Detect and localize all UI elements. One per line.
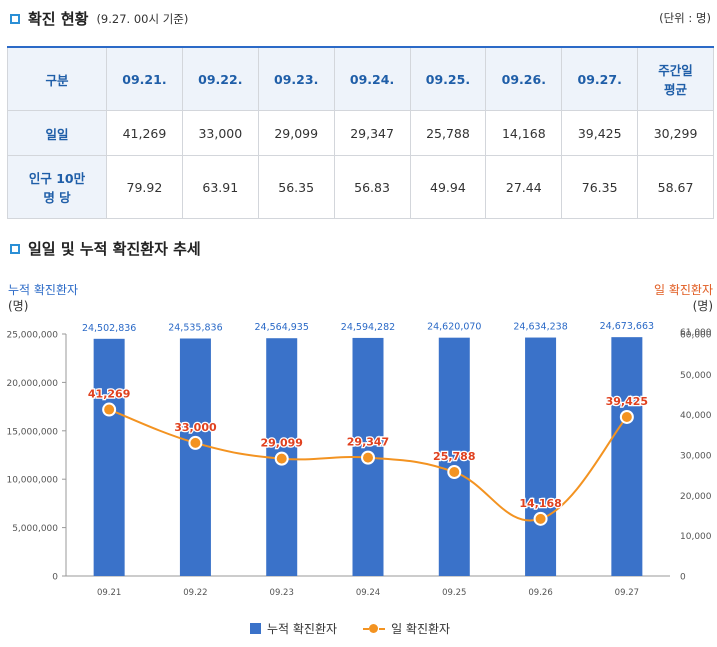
x-tick-label: 09.22 [183,588,207,598]
table-header-cell: 주간일 평균 [637,46,714,111]
square-bullet-icon [10,243,20,254]
left-axis-title: 누적 확진환자 (명) [8,282,78,314]
table-header-category: 구분 [7,46,107,111]
unit-label: (단위 : 명) [659,11,711,25]
table-row-label: 인구 10만 명 당 [7,155,107,219]
right-tick-label-top: 61,000 [680,328,712,338]
left-tick-label: 25,000,000 [6,331,58,341]
table-header-cell: 09.25. [409,46,487,111]
table-cell: 29,347 [333,110,411,156]
x-tick-label: 09.26 [528,588,552,598]
status-table: 구분 09.21. 09.22. 09.23. 09.24. 09.25. 09.26. 09… [7,46,714,219]
left-tick-label: 0 [52,573,58,583]
legend-item-cumulative: 누적 확진환자 [267,622,338,636]
table-header-cell: 09.26. [485,46,563,111]
trend-title: 일일 및 누적 확진환자 추세 [28,240,201,258]
legend-item-daily: 일 확진환자 [391,622,451,636]
status-title: 확진 현황 [28,10,89,28]
right-tick-label: 50,000 [680,371,712,381]
left-tick-label: 20,000,000 [6,379,58,389]
right-axis-label: 일 확진환자 [653,283,713,297]
line-point [447,464,462,479]
table-cell: 63.91 [181,155,259,219]
line-value-label: 14,168 [519,497,561,510]
status-section-title: 확진 현황 (9.27. 00시 기준) [10,8,188,29]
right-tick-label: 30,000 [680,452,712,462]
table-header-row: 구분 09.21. 09.22. 09.23. 09.24. 09.25. 09.26. 09… [7,46,714,111]
bar [611,337,643,576]
line-value-label: 29,099 [260,437,302,450]
table-header-cell: 09.24. [333,46,411,111]
table-cell: 79.92 [106,155,183,219]
table-row-per100k: 인구 10만 명 당 79.92 63.91 56.35 56.83 49.94 27.44… [7,155,714,219]
table-cell: 41,269 [106,110,183,156]
table-cell: 29,099 [257,110,335,156]
line-point [188,435,203,450]
line-value-label: 41,269 [88,388,130,401]
line-value-label: 33,000 [174,421,217,434]
line-value-label: 29,347 [347,436,389,449]
bar [93,338,125,576]
x-tick-label: 09.23 [270,588,294,598]
legend-bar-swatch [250,623,261,634]
right-tick-label: 20,000 [680,492,712,502]
table-cell: 33,000 [181,110,259,156]
table-cell: 30,299 [637,110,714,156]
bar-value-label: 24,634,238 [513,322,567,333]
bar-value-label: 24,620,070 [427,322,481,333]
right-axis-title: 일 확진환자 (명) [654,282,713,314]
trend-section-title: 일일 및 누적 확진환자 추세 [10,238,201,259]
x-tick-label: 09.21 [97,588,121,598]
right-tick-label: 10,000 [680,532,712,542]
bar-value-label: 24,535,836 [168,322,222,333]
table-cell: 27.44 [485,155,563,219]
right-tick-label: 40,000 [680,411,712,421]
left-tick-label: 5,000,000 [12,524,58,534]
x-tick-label: 09.24 [356,588,380,598]
table-cell: 49.94 [409,155,487,219]
table-header-cell: 09.23. [257,46,335,111]
bar [438,337,470,576]
x-tick-label: 09.25 [442,588,466,598]
line-point [533,511,548,526]
line-point [619,409,634,424]
bar-value-label: 24,673,663 [600,321,654,332]
right-axis-unit: (명) [692,299,713,313]
table-cell: 76.35 [561,155,639,219]
table-header-cell: 09.21. [106,46,183,111]
bar-value-label: 24,564,935 [255,322,309,333]
table-header-cell: 09.27. [561,46,639,111]
table-cell: 56.35 [257,155,335,219]
right-tick-label: 60,000 [680,331,712,341]
line-value-label: 25,788 [433,450,475,463]
bar [525,337,557,576]
table-cell: 58.67 [637,155,714,219]
right-tick-label: 0 [680,573,686,583]
left-tick-label: 15,000,000 [6,427,58,437]
line-point [274,451,289,466]
line-value-label: 39,425 [606,395,648,408]
left-axis-label: 누적 확진환자 [8,283,79,297]
table-cell: 39,425 [561,110,639,156]
table-row-label: 일일 [7,110,107,156]
line-point [102,402,117,417]
table-cell: 56.83 [333,155,411,219]
left-tick-label: 10,000,000 [6,476,58,486]
chart-legend: 누적 확진환자 일 확진환자 [250,620,450,637]
x-tick-label: 09.27 [615,588,639,598]
bar [179,338,211,576]
bar-value-label: 24,594,282 [341,322,395,333]
square-bullet-icon [10,13,20,24]
table-header-cell: 09.22. [181,46,259,111]
bar-value-label: 24,502,836 [82,323,136,334]
legend-line-swatch [363,623,386,634]
status-subtitle: (9.27. 00시 기준) [96,11,189,26]
left-axis-unit: (명) [8,299,29,313]
line-point [361,450,375,465]
